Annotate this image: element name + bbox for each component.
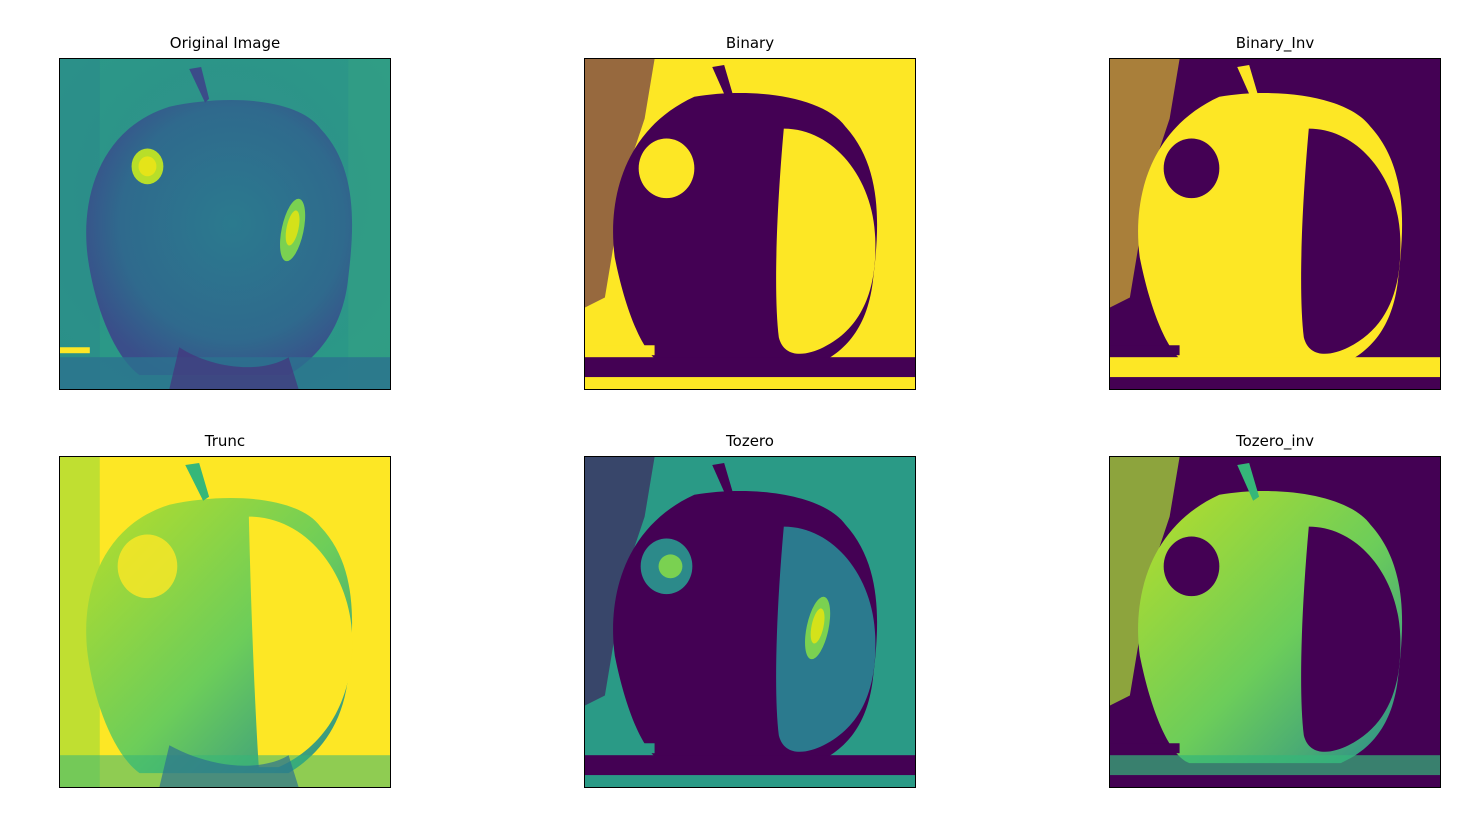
apple-image-binary	[585, 59, 915, 389]
panel-original-image: Original Image	[59, 34, 391, 390]
panel-title: Original Image	[169, 34, 281, 52]
panel-binary: Binary	[584, 34, 916, 390]
panel-title: Tozero_inv	[1236, 432, 1314, 450]
panel-tozero: Tozero	[584, 432, 916, 788]
image-trunc	[59, 456, 391, 788]
apple-image-tozero-inv	[1110, 457, 1440, 787]
image-original	[59, 58, 391, 390]
panel-title: Tozero	[726, 432, 774, 450]
panel-binary-inv: Binary_Inv	[1109, 34, 1441, 390]
image-tozero-inv	[1109, 456, 1441, 788]
image-binary	[584, 58, 916, 390]
apple-image-binary-inv	[1110, 59, 1440, 389]
panel-title: Binary_Inv	[1235, 34, 1315, 52]
image-tozero	[584, 456, 916, 788]
panel-title: Trunc	[204, 432, 246, 450]
image-binary-inv	[1109, 58, 1441, 390]
panel-tozero-inv: Tozero_inv	[1109, 432, 1441, 788]
panel-title: Binary	[725, 34, 775, 52]
apple-image-original	[60, 59, 390, 389]
apple-image-tozero	[585, 457, 915, 787]
apple-image-trunc	[60, 457, 390, 787]
panel-trunc: Trunc	[59, 432, 391, 788]
